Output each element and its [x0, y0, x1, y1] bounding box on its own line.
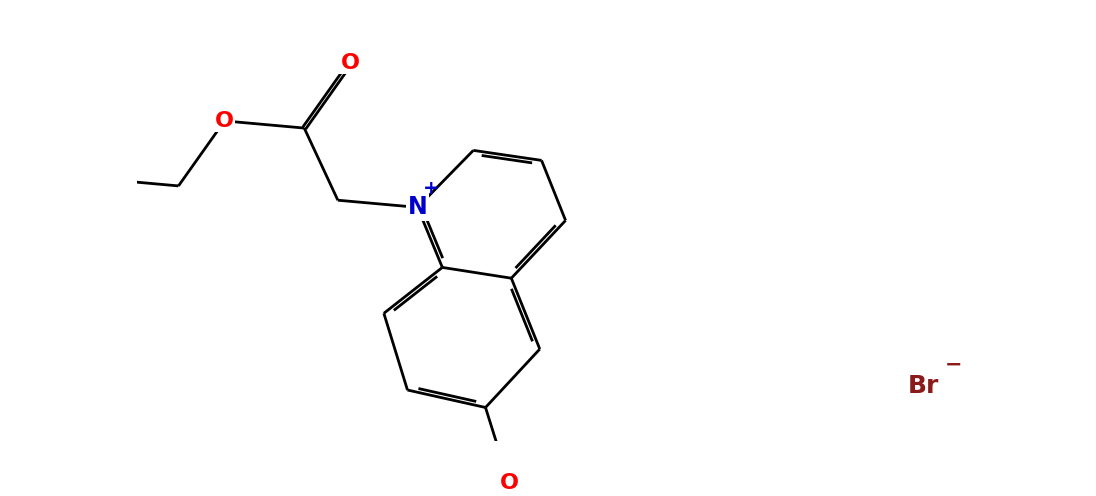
- Text: N: N: [408, 195, 427, 219]
- Text: O: O: [500, 473, 518, 494]
- Text: Br: Br: [907, 374, 939, 398]
- Text: O: O: [341, 53, 359, 73]
- Text: O: O: [215, 111, 235, 131]
- Text: −: −: [945, 355, 962, 374]
- Text: +: +: [423, 180, 439, 198]
